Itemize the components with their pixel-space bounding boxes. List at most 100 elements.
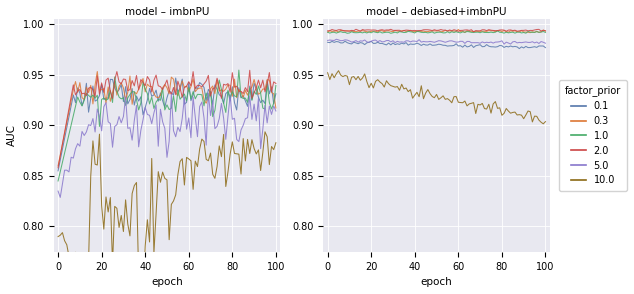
5.0 (55, 189, 62, 193)
2.0 (207, 94, 214, 98)
Line: 10.0: 10.0 (328, 71, 545, 124)
1.0 (185, 86, 193, 89)
10.0 (341, 74, 349, 77)
0.1 (187, 99, 195, 102)
0.3 (324, 30, 332, 34)
0.3 (489, 29, 497, 33)
0.1 (380, 42, 388, 46)
10.0 (479, 102, 486, 105)
0.1 (108, 78, 116, 81)
10.0 (456, 101, 464, 104)
5.0 (157, 107, 164, 111)
10.0 (380, 85, 388, 89)
1.0 (339, 31, 347, 34)
2.0 (380, 29, 388, 32)
1.0 (456, 31, 464, 35)
2.0 (185, 80, 193, 83)
10.0 (261, 130, 269, 133)
0.3 (378, 29, 386, 32)
1.0 (380, 31, 388, 34)
1.0 (235, 68, 243, 72)
1.0 (155, 98, 162, 101)
0.1 (55, 169, 62, 173)
2.0 (481, 28, 488, 31)
Y-axis label: AUC: AUC (7, 124, 17, 146)
10.0 (209, 173, 217, 176)
0.1 (339, 41, 347, 45)
10.0 (220, 133, 228, 136)
5.0 (222, 138, 230, 141)
2.0 (155, 84, 162, 88)
5.0 (456, 39, 464, 43)
5.0 (380, 40, 388, 44)
1.0 (272, 84, 280, 87)
10.0 (335, 69, 342, 72)
Line: 5.0: 5.0 (58, 93, 276, 197)
5.0 (205, 91, 212, 95)
10.0 (272, 141, 280, 144)
0.3 (541, 29, 549, 33)
Line: 1.0: 1.0 (328, 31, 545, 33)
2.0 (246, 69, 254, 72)
Line: 2.0: 2.0 (58, 70, 276, 168)
Line: 0.3: 0.3 (328, 29, 545, 33)
10.0 (111, 205, 119, 208)
Line: 2.0: 2.0 (328, 29, 545, 32)
0.1 (172, 76, 179, 80)
5.0 (211, 127, 219, 131)
0.1 (220, 102, 228, 105)
2.0 (426, 28, 434, 32)
0.3 (70, 88, 77, 92)
10.0 (540, 122, 547, 126)
2.0 (470, 30, 477, 34)
1.0 (324, 31, 332, 34)
0.3 (220, 90, 228, 93)
2.0 (272, 82, 280, 85)
Title: model – imbnPU: model – imbnPU (125, 7, 209, 17)
0.1 (489, 45, 497, 49)
5.0 (56, 196, 64, 199)
Line: 5.0: 5.0 (328, 39, 545, 44)
0.3 (455, 28, 462, 31)
2.0 (217, 96, 225, 100)
2.0 (324, 29, 332, 33)
0.1 (515, 47, 523, 50)
0.3 (339, 29, 347, 33)
1.0 (108, 101, 116, 104)
1.0 (489, 31, 497, 34)
1.0 (344, 31, 351, 35)
0.1 (456, 44, 464, 47)
10.0 (426, 92, 434, 95)
10.0 (187, 159, 195, 163)
0.1 (272, 92, 280, 96)
1.0 (207, 89, 214, 93)
Line: 0.1: 0.1 (328, 41, 545, 49)
2.0 (108, 97, 116, 100)
5.0 (341, 38, 349, 42)
0.1 (155, 99, 162, 103)
5.0 (541, 41, 549, 45)
2.0 (456, 29, 464, 32)
5.0 (489, 41, 497, 45)
1.0 (541, 31, 549, 34)
10.0 (489, 102, 497, 106)
1.0 (494, 29, 501, 33)
X-axis label: epoch: epoch (151, 277, 183, 287)
X-axis label: epoch: epoch (421, 277, 453, 287)
2.0 (491, 29, 499, 32)
1.0 (55, 179, 62, 183)
5.0 (72, 147, 79, 151)
2.0 (55, 166, 62, 170)
10.0 (70, 273, 77, 277)
Line: 10.0: 10.0 (58, 132, 276, 294)
1.0 (426, 31, 434, 34)
10.0 (55, 235, 62, 238)
5.0 (500, 42, 508, 46)
0.3 (187, 85, 195, 88)
1.0 (217, 88, 225, 91)
0.3 (111, 79, 119, 83)
10.0 (324, 71, 332, 74)
0.3 (55, 164, 62, 168)
0.1 (70, 93, 77, 97)
10.0 (157, 181, 164, 184)
